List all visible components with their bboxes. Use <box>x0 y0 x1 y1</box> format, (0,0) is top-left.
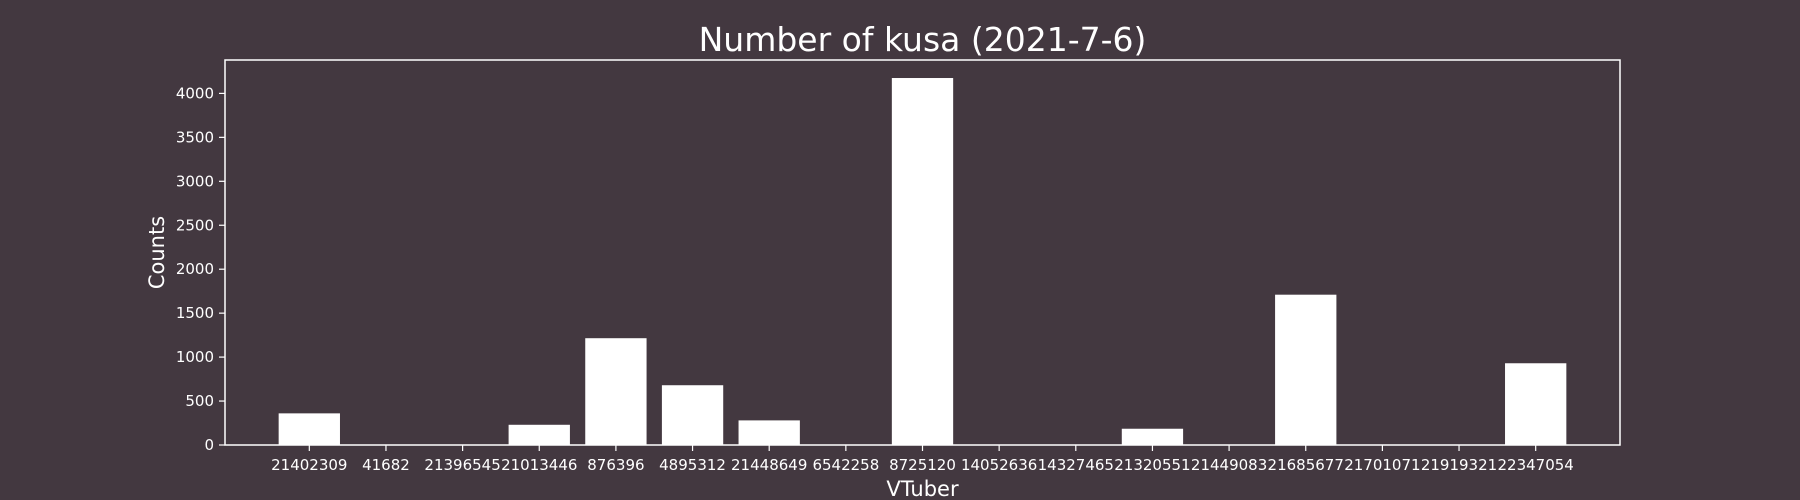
x-tick-label: 21685677 <box>1268 456 1344 474</box>
bar-8725120 <box>891 78 954 445</box>
bar-22347054 <box>1505 363 1567 445</box>
y-tick-label: 2000 <box>176 260 214 278</box>
bars-group <box>278 78 1567 445</box>
x-tick-label: 21448649 <box>731 456 807 474</box>
y-tick-label: 4000 <box>176 84 214 102</box>
x-tick-label: 21013446 <box>501 456 577 474</box>
bar-21448649 <box>738 420 800 445</box>
y-tick-label: 3000 <box>176 172 214 190</box>
x-tick-label: 21320551 <box>1114 456 1190 474</box>
x-tick-label: 21701071 <box>1344 456 1420 474</box>
x-axis-label: VTuber <box>886 477 959 500</box>
x-tick-label: 14327465 <box>1038 456 1114 474</box>
y-tick-label: 1000 <box>176 348 214 366</box>
x-tick-label: 21396545 <box>424 456 500 474</box>
x-tick-label: 21402309 <box>271 456 347 474</box>
bar-21402309 <box>278 413 340 445</box>
y-tick-label: 2500 <box>176 216 214 234</box>
bar-21013446 <box>508 424 570 445</box>
x-axis: 21402309 41682 21396545 21013446 876396 48953… <box>271 445 1574 474</box>
y-tick-label: 1500 <box>176 304 214 322</box>
x-tick-label: 21449083 <box>1191 456 1267 474</box>
x-tick-label: 41682 <box>362 456 410 474</box>
x-tick-label: 4895312 <box>659 456 726 474</box>
x-tick-label: 21919321 <box>1421 456 1497 474</box>
bar-4895312 <box>661 385 724 445</box>
x-tick-label: 14052636 <box>961 456 1037 474</box>
x-tick-label: 8725120 <box>889 456 956 474</box>
x-tick-label: 22347054 <box>1498 456 1574 474</box>
y-axis: 0 500 1000 1500 2000 2500 3000 3500 4000 <box>176 84 225 454</box>
y-tick-label: 3500 <box>176 128 214 146</box>
y-tick-label: 0 <box>204 436 214 454</box>
bar-876396 <box>585 338 647 445</box>
y-axis-label: Counts <box>145 216 169 289</box>
bar-21320551 <box>1121 428 1184 445</box>
x-tick-label: 876396 <box>587 456 644 474</box>
x-tick-label: 6542258 <box>812 456 879 474</box>
chart-title: Number of kusa (2021-7-6) <box>699 20 1147 59</box>
y-tick-label: 500 <box>185 392 214 410</box>
bar-21685677 <box>1275 294 1337 445</box>
